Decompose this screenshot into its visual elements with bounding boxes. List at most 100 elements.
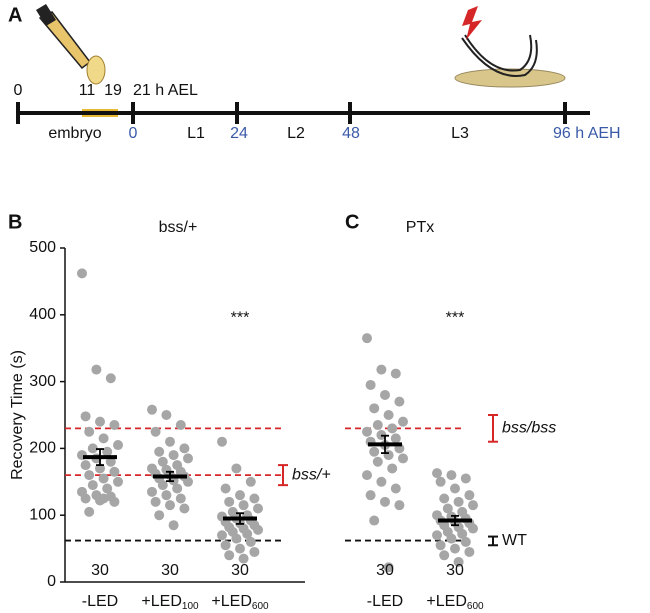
data-point xyxy=(157,456,168,467)
data-point xyxy=(372,420,383,431)
data-point xyxy=(464,546,475,557)
data-point xyxy=(238,500,249,511)
data-point xyxy=(435,476,446,487)
panel-label: C xyxy=(345,211,359,233)
data-point xyxy=(183,476,193,487)
data-point xyxy=(147,404,157,415)
n-label: 30 xyxy=(376,562,394,579)
x-tick-label: +LED100 xyxy=(141,593,199,611)
data-point xyxy=(369,403,380,414)
data-point xyxy=(113,440,123,451)
data-point xyxy=(179,503,190,514)
category-label: +LED xyxy=(141,593,181,610)
data-point xyxy=(460,473,471,484)
bracket: bss/bss xyxy=(488,414,556,443)
data-point xyxy=(113,476,123,487)
data-point xyxy=(80,493,91,504)
data-point xyxy=(390,368,401,379)
data-point xyxy=(432,468,442,479)
data-point xyxy=(98,493,109,504)
data-point xyxy=(450,543,460,554)
data-point xyxy=(98,473,109,484)
data-point xyxy=(87,480,98,491)
data-point xyxy=(168,520,179,531)
x-tick-label: +LED600 xyxy=(211,593,269,611)
data-point xyxy=(84,470,95,481)
n-label: 30 xyxy=(161,562,179,579)
data-point xyxy=(150,426,161,437)
data-point xyxy=(220,540,231,551)
data-point xyxy=(77,268,87,279)
data-point xyxy=(84,506,95,517)
data-point xyxy=(457,528,468,539)
bracket: WT xyxy=(488,532,527,549)
data-point xyxy=(231,533,242,544)
bracket-label: WT xyxy=(502,532,527,549)
category-subscript: 100 xyxy=(182,601,199,612)
data-point xyxy=(224,550,235,561)
data-point xyxy=(446,470,457,481)
data-point xyxy=(245,476,256,487)
pipette-icon xyxy=(36,4,106,85)
data-point xyxy=(398,416,408,427)
data-point xyxy=(253,524,263,535)
data-point xyxy=(95,416,105,427)
data-point xyxy=(432,530,442,541)
y-tick-label: 200 xyxy=(29,440,56,457)
data-point xyxy=(394,396,405,407)
top-label: 19 xyxy=(104,82,122,99)
data-point xyxy=(390,433,401,444)
data-point xyxy=(380,389,390,400)
significance: *** xyxy=(446,309,465,326)
data-point xyxy=(175,493,186,504)
data-point xyxy=(376,364,387,375)
data-point xyxy=(398,453,408,464)
data-point xyxy=(442,503,453,514)
x-tick-label: -LED xyxy=(367,593,403,610)
data-point xyxy=(183,453,193,464)
category-subscript: 600 xyxy=(252,601,269,612)
bracket-label: bss/bss xyxy=(502,420,556,437)
y-tick-label: 0 xyxy=(47,573,56,590)
data-point xyxy=(165,500,175,511)
data-point xyxy=(365,379,376,390)
data-point xyxy=(220,483,231,494)
data-point xyxy=(362,333,372,344)
category-label: -LED xyxy=(82,593,118,610)
data-point xyxy=(238,553,249,564)
category-label: +LED xyxy=(211,593,251,610)
hour-label: 0 xyxy=(129,125,138,142)
x-tick-label: +LED600 xyxy=(426,593,484,611)
data-point xyxy=(468,523,478,534)
data-point xyxy=(84,426,95,437)
data-point xyxy=(161,490,172,501)
data-point xyxy=(231,463,242,474)
data-point xyxy=(468,500,478,511)
data-point xyxy=(387,463,398,474)
data-point xyxy=(157,480,168,491)
larva-icon xyxy=(454,6,566,88)
data-point xyxy=(253,503,263,514)
data-point xyxy=(249,546,260,557)
data-point xyxy=(372,456,383,467)
data-point xyxy=(165,436,175,447)
data-point xyxy=(102,483,113,494)
data-point xyxy=(435,540,446,551)
hour-label: 24 xyxy=(230,125,248,142)
data-point xyxy=(235,543,245,554)
data-point xyxy=(168,450,179,461)
data-point xyxy=(154,446,165,457)
x-tick-label: -LED xyxy=(82,593,118,610)
data-point xyxy=(109,420,120,431)
y-tick-label: 300 xyxy=(29,373,56,390)
data-point xyxy=(87,443,98,454)
data-point xyxy=(150,496,161,507)
data-point xyxy=(387,423,398,434)
data-point xyxy=(383,562,394,573)
y-axis-label: Recovery Time (s) xyxy=(9,350,26,480)
stage-label: L1 xyxy=(187,125,205,142)
y-tick-label: 500 xyxy=(29,239,56,256)
data-point xyxy=(224,496,235,507)
data-point xyxy=(105,456,116,467)
